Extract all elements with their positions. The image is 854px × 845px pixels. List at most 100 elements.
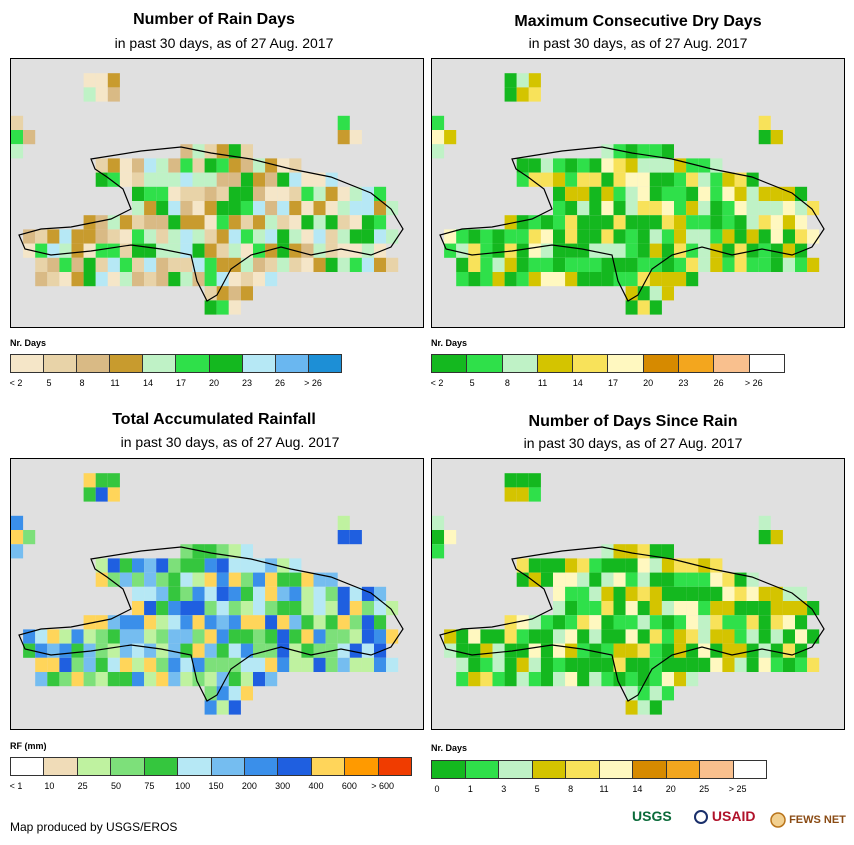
map-cell (228, 186, 241, 201)
map-cell (613, 558, 626, 573)
map-cell (674, 629, 687, 644)
map-cell (770, 243, 783, 258)
map-cell (374, 243, 387, 258)
map-cell (589, 272, 602, 287)
legend-label: Nr. Days (10, 338, 47, 348)
map-cell (540, 572, 553, 587)
map-cell (349, 530, 362, 545)
map-cell (204, 629, 217, 644)
map-cell (216, 201, 229, 216)
map-cell (156, 586, 169, 601)
map-cell (577, 629, 590, 644)
map-cell (337, 586, 350, 601)
map-cell (758, 601, 771, 616)
map-cell (686, 643, 699, 658)
map-cell (770, 186, 783, 201)
map-grid (432, 473, 825, 715)
map-cell (637, 629, 650, 644)
map-cell (313, 601, 326, 616)
map-cell (119, 558, 132, 573)
map-cell (722, 615, 735, 630)
map-cell (192, 229, 205, 244)
map-cell (432, 530, 445, 545)
map-cell (734, 186, 747, 201)
map-cell (168, 558, 181, 573)
map-cell (192, 615, 205, 630)
legend-tick: 400 (308, 781, 324, 791)
map-cell (601, 229, 614, 244)
map-cell (795, 615, 808, 630)
map-cell (504, 215, 517, 230)
map-cell (613, 172, 626, 187)
map-cell (637, 243, 650, 258)
map-cell (601, 558, 614, 573)
map-cell (337, 115, 350, 130)
map-cell (349, 215, 362, 230)
map-cell (565, 201, 578, 216)
legend-swatch (244, 758, 279, 775)
map-cell (661, 201, 674, 216)
map-cell (601, 615, 614, 630)
map-cell (301, 657, 314, 672)
map-cell (807, 201, 820, 216)
map-cell (516, 558, 529, 573)
map-cell (59, 629, 72, 644)
map-cell (168, 657, 181, 672)
map-cell (119, 643, 132, 658)
map-cell (795, 586, 808, 601)
map-cell (374, 657, 387, 672)
map-cell (746, 657, 759, 672)
map-cell (144, 172, 157, 187)
legend-tick: 17 (607, 378, 618, 388)
map-cell (361, 629, 374, 644)
map-cell (649, 672, 662, 687)
map-cell (361, 615, 374, 630)
legend-tick: 20 (643, 378, 654, 388)
map-cell (613, 186, 626, 201)
map-cell (180, 201, 193, 216)
map-cell (661, 272, 674, 287)
legend-tick: < 1 (9, 781, 23, 791)
legend-swatch (311, 758, 346, 775)
map-cell (289, 172, 302, 187)
map-cell (132, 657, 145, 672)
legend-tick: 26 (274, 378, 285, 388)
map-cell (540, 657, 553, 672)
map-cell (301, 586, 314, 601)
map-cell (204, 172, 217, 187)
map-grid (11, 473, 404, 715)
map-cell (59, 272, 72, 287)
map-cell (649, 215, 662, 230)
map-cell (180, 558, 193, 573)
map-cell (156, 201, 169, 216)
map-cell (589, 586, 602, 601)
legend-tick: 14 (142, 378, 153, 388)
map-cell (95, 643, 108, 658)
map-cell (71, 672, 84, 687)
map-cell (504, 657, 517, 672)
map-cell (722, 601, 735, 616)
map-cell (528, 558, 541, 573)
map-cell (553, 657, 566, 672)
map-cell (698, 201, 711, 216)
legend-swatch (176, 355, 210, 372)
map-cell (698, 215, 711, 230)
map-cell (553, 272, 566, 287)
map-cell (337, 530, 350, 545)
legend-tick: 26 (713, 378, 724, 388)
map-cell (132, 229, 145, 244)
map-cell (807, 629, 820, 644)
map-cell (456, 672, 469, 687)
map-cell (710, 629, 723, 644)
map-cell (204, 615, 217, 630)
map-cell (577, 601, 590, 616)
map-cell (11, 515, 24, 530)
map-cell (337, 257, 350, 272)
legend-swatch (633, 761, 667, 778)
map-cell (540, 229, 553, 244)
map-cell (204, 158, 217, 173)
map-cell (107, 558, 120, 573)
map-cell (589, 257, 602, 272)
map-cell (240, 686, 253, 701)
map-cell (649, 686, 662, 701)
